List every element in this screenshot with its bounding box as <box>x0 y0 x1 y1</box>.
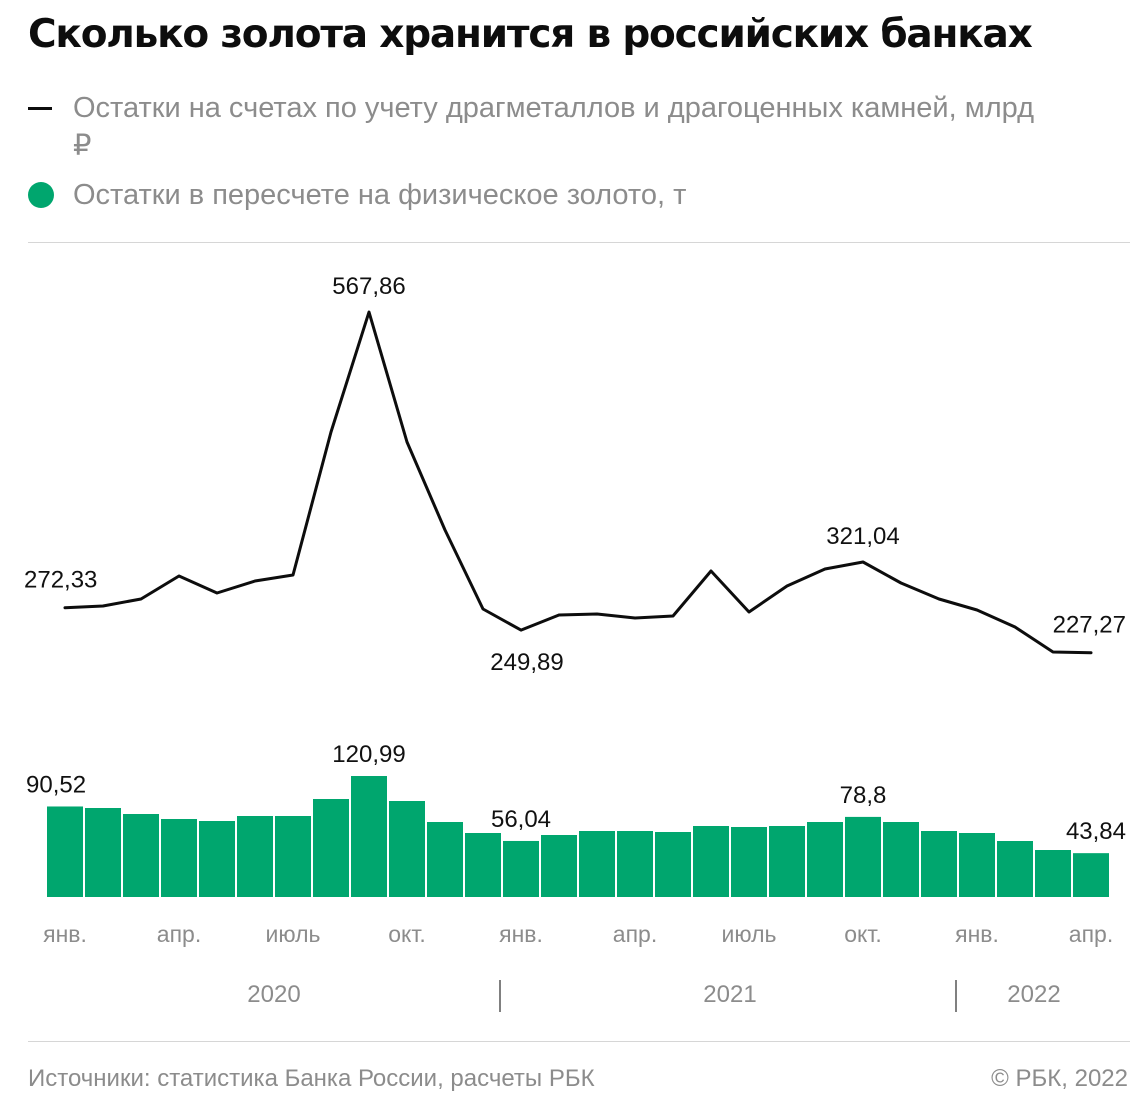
bar-11 <box>465 833 501 897</box>
legend-item-bar: Остатки в пересчете на физическое золото… <box>28 176 1053 214</box>
bar-label-27: 43,84 <box>1066 818 1126 845</box>
line-point-25 <box>1013 625 1017 629</box>
line-point-0 <box>63 606 67 609</box>
x-tick-label-12: янв. <box>499 921 543 947</box>
bar-9 <box>389 801 425 897</box>
bar-12 <box>503 840 539 897</box>
line-point-4 <box>215 591 219 595</box>
legend-label-bar: Остатки в пересчете на физическое золото… <box>73 179 687 211</box>
bar-24 <box>959 833 995 897</box>
line-series <box>63 310 1093 655</box>
copyright: © РБК, 2022 <box>991 1065 1128 1092</box>
line-label-12: 249,89 <box>490 649 563 676</box>
x-tick-label-18: июль <box>722 921 777 947</box>
line-label-0: 272,33 <box>24 567 97 594</box>
bar-14 <box>579 831 615 897</box>
x-tick-label-6: июль <box>266 921 321 947</box>
bar-6 <box>275 816 311 897</box>
bar-21 <box>845 816 881 897</box>
bar-18 <box>731 827 767 897</box>
x-tick-label-0: янв. <box>43 921 87 947</box>
bar-26 <box>1035 850 1071 897</box>
line-point-21 <box>861 560 865 564</box>
bar-10 <box>427 822 463 897</box>
line-point-8 <box>367 310 371 314</box>
bar-label-0: 90,52 <box>26 771 86 798</box>
line-point-2 <box>139 597 143 601</box>
bar-17 <box>693 826 729 897</box>
bar-19 <box>769 826 805 897</box>
line-point-10 <box>443 528 447 532</box>
line-point-12 <box>519 628 523 632</box>
line-point-17 <box>709 569 713 573</box>
line-point-26 <box>1051 650 1055 654</box>
bar-label-8: 120,99 <box>332 741 405 768</box>
line-point-24 <box>975 608 979 612</box>
bar-label-12: 56,04 <box>491 806 551 833</box>
line-point-18 <box>747 610 751 614</box>
x-tick-label-15: апр. <box>613 921 657 947</box>
bar-7 <box>313 799 349 897</box>
bar-1 <box>85 808 121 897</box>
year-label-2021: 2021 <box>703 981 756 1008</box>
bar-legend-marker <box>28 182 54 208</box>
x-tick-label-21: окт. <box>844 921 882 947</box>
line-point-1 <box>101 604 105 608</box>
bar-16 <box>655 832 691 897</box>
line-point-16 <box>671 614 675 618</box>
bar-22 <box>883 822 919 897</box>
chart-title: Сколько золота хранится в российских бан… <box>28 12 1033 57</box>
line-label-8: 567,86 <box>332 273 405 300</box>
bar-15 <box>617 831 653 897</box>
bar-25 <box>997 841 1033 897</box>
chart-area: 272,33 567,86 249,89 321,04 227,27 90,52 120,9… <box>24 273 1126 1012</box>
line-point-19 <box>785 584 789 588</box>
bar-4 <box>199 821 235 897</box>
line-point-5 <box>253 579 257 583</box>
year-label-2020: 2020 <box>247 981 300 1008</box>
x-tick-label-27: апр. <box>1069 921 1113 947</box>
x-tick-label-24: янв. <box>955 921 999 947</box>
source-note: Источники: статистика Банка России, расч… <box>28 1065 595 1092</box>
line-point-3 <box>177 574 181 578</box>
line-label-21: 321,04 <box>826 523 899 550</box>
bar-20 <box>807 822 843 897</box>
bar-label-21: 78,8 <box>840 782 887 809</box>
bar-8 <box>351 776 387 897</box>
top-divider <box>28 242 1130 243</box>
bar-2 <box>123 814 159 897</box>
line-legend-marker <box>28 107 52 110</box>
line-point-7 <box>329 430 333 434</box>
line-point-20 <box>823 567 827 571</box>
legend-item-line: Остатки на счетах по учету драгметаллов … <box>28 89 1053 165</box>
line-point-27 <box>1089 651 1093 654</box>
line-point-13 <box>557 613 561 617</box>
line-point-11 <box>481 607 485 611</box>
line-point-22 <box>899 581 903 585</box>
bar-3 <box>161 819 197 897</box>
x-tick-label-3: апр. <box>157 921 201 947</box>
bar-5 <box>237 816 273 897</box>
bar-0 <box>47 806 83 897</box>
line-point-23 <box>937 597 941 601</box>
line-point-15 <box>633 616 637 620</box>
bottom-divider <box>28 1041 1130 1042</box>
legend-label-line: Остатки на счетах по учету драгметаллов … <box>73 92 1034 162</box>
line-point-14 <box>595 612 599 616</box>
line-point-6 <box>291 573 295 577</box>
x-tick-label-9: окт. <box>388 921 426 947</box>
bar-23 <box>921 831 957 897</box>
bar-13 <box>541 835 577 897</box>
line-label-27: 227,27 <box>1053 612 1126 639</box>
bar-27 <box>1073 853 1109 897</box>
year-label-2022: 2022 <box>1007 981 1060 1008</box>
line-point-9 <box>405 440 409 444</box>
